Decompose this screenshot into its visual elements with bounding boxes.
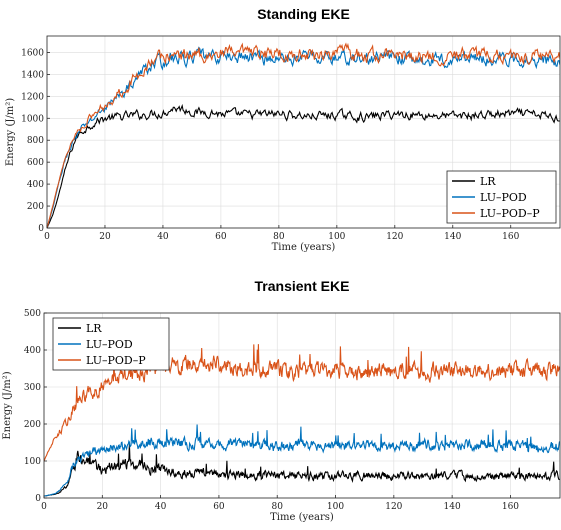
x-tick-label: 120 — [386, 232, 403, 242]
y-tick-label: 600 — [27, 158, 44, 168]
x-tick-label: 60 — [213, 502, 225, 512]
x-tick-label: 40 — [155, 502, 167, 512]
y-tick-label: 1400 — [21, 70, 44, 80]
legend-label: LU–POD–P — [480, 207, 540, 220]
x-tick-label: 120 — [385, 502, 402, 512]
plot-frame — [43, 312, 561, 499]
y-tick-label: 1000 — [21, 114, 44, 124]
y-tick-label: 1200 — [21, 92, 44, 102]
series-line-0 — [47, 103, 560, 228]
x-tick-label: 0 — [44, 232, 50, 242]
x-tick-label: 20 — [99, 232, 111, 242]
x-tick-label: 100 — [327, 502, 344, 512]
series-line-2 — [47, 42, 560, 228]
legend-label: LR — [480, 175, 496, 188]
y-axis-label: Energy (J/m²) — [2, 371, 13, 439]
series-line-0 — [44, 443, 560, 497]
x-tick-label: 80 — [273, 232, 285, 242]
y-tick-label: 300 — [24, 383, 41, 393]
y-tick-label: 800 — [27, 136, 44, 146]
y-tick-label: 200 — [27, 202, 44, 212]
x-tick-label: 20 — [97, 502, 109, 512]
legend-label: LU–POD — [86, 338, 133, 351]
legend-label: LU–POD–P — [86, 354, 146, 367]
legend-label: LU–POD — [480, 191, 527, 204]
x-tick-label: 140 — [444, 502, 461, 512]
y-tick-label: 0 — [35, 494, 41, 504]
y-tick-label: 400 — [27, 180, 44, 190]
y-tick-label: 400 — [24, 346, 41, 356]
x-tick-label: 80 — [271, 502, 283, 512]
y-tick-label: 0 — [38, 224, 44, 234]
x-tick-label: 160 — [502, 232, 519, 242]
x-axis-label: Time (years) — [272, 242, 336, 253]
series-line-1 — [44, 424, 560, 497]
x-tick-label: 40 — [157, 232, 169, 242]
series-line-1 — [47, 46, 560, 228]
y-tick-label: 100 — [24, 457, 41, 467]
y-tick-label: 500 — [24, 309, 41, 319]
y-axis-label: Energy (J/m²) — [5, 98, 16, 166]
x-tick-label: 140 — [444, 232, 461, 242]
x-axis-label: Time (years) — [270, 512, 334, 523]
series-line-2 — [44, 343, 560, 462]
chart-title: Standing EKE — [257, 6, 350, 22]
y-tick-label: 1600 — [21, 48, 44, 58]
x-tick-label: 100 — [328, 232, 345, 242]
legend-label: LR — [86, 322, 102, 335]
chart-title: Transient EKE — [255, 278, 350, 294]
x-tick-label: 160 — [502, 502, 519, 512]
x-tick-label: 0 — [41, 502, 47, 512]
plot-frame — [46, 35, 561, 229]
y-tick-label: 200 — [24, 420, 41, 430]
x-tick-label: 60 — [215, 232, 227, 242]
